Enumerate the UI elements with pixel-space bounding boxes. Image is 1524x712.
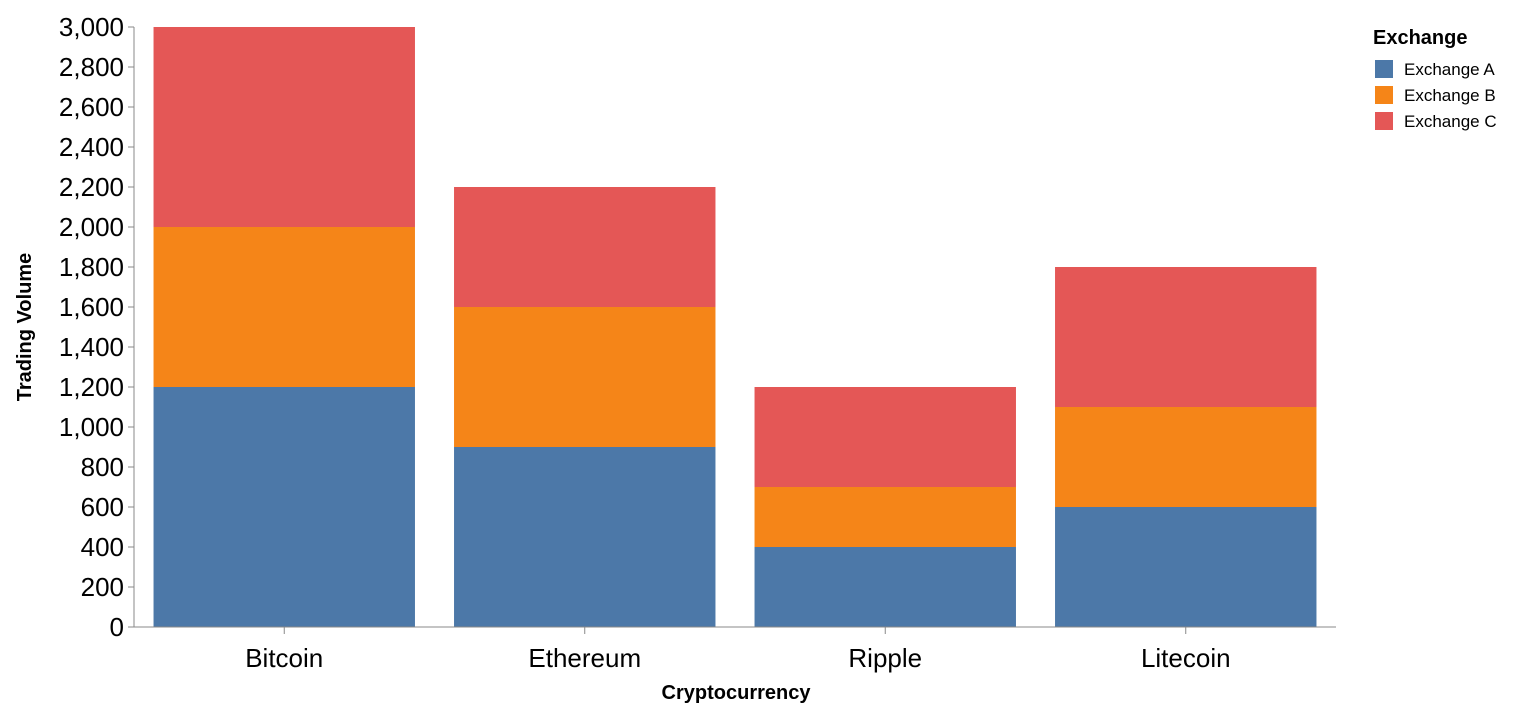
x-axis: Bitcoin Ethereum Ripple Litecoin	[134, 626, 1336, 673]
y-tick-label: 1,800	[59, 252, 124, 282]
y-tick-label: 1,600	[59, 292, 124, 322]
bar-bitcoin-exchange-b	[153, 227, 415, 387]
y-tick-label: 2,200	[59, 172, 124, 202]
legend-swatch-exchange-a	[1375, 60, 1393, 78]
y-tick-label: 2,000	[59, 212, 124, 242]
legend-label-exchange-b: Exchange B	[1404, 86, 1496, 105]
bar-ethereum-exchange-a	[454, 447, 716, 627]
y-tick-label: 3,000	[59, 12, 124, 42]
legend-title: Exchange	[1373, 27, 1467, 49]
y-tick-label: 1,000	[59, 412, 124, 442]
y-tick-label: 400	[81, 532, 124, 562]
bar-ethereum-exchange-c	[454, 187, 716, 307]
bar-bitcoin-exchange-c	[153, 27, 415, 227]
x-tick-label-bitcoin: Bitcoin	[245, 643, 323, 673]
y-axis-title: Trading Volume	[14, 253, 36, 402]
y-tick-label: 2,800	[59, 52, 124, 82]
bar-litecoin-exchange-c	[1055, 267, 1317, 407]
legend: Exchange Exchange A Exchange B Exchange C	[1373, 27, 1497, 131]
y-axis: 0 200 400 600 800 1,000 1,200 1,400 1,600 1,800 2,…	[59, 12, 135, 642]
y-tick-label: 2,600	[59, 92, 124, 122]
legend-label-exchange-c: Exchange C	[1404, 112, 1497, 131]
bar-ripple-exchange-c	[754, 387, 1016, 487]
bar-bitcoin-exchange-a	[153, 387, 415, 627]
bar-ethereum-exchange-b	[454, 307, 716, 447]
bar-litecoin-exchange-b	[1055, 407, 1317, 507]
y-tick-label: 200	[81, 572, 124, 602]
legend-label-exchange-a: Exchange A	[1404, 60, 1495, 79]
y-tick-label: 1,200	[59, 372, 124, 402]
y-tick-label: 2,400	[59, 132, 124, 162]
y-tick-label: 0	[110, 612, 124, 642]
bar-litecoin-exchange-a	[1055, 507, 1317, 627]
y-tick-label: 1,400	[59, 332, 124, 362]
x-tick-label-ripple: Ripple	[848, 643, 922, 673]
legend-swatch-exchange-b	[1375, 86, 1393, 104]
x-axis-title: Cryptocurrency	[662, 682, 812, 704]
legend-swatch-exchange-c	[1375, 112, 1393, 130]
y-tick-label: 800	[81, 452, 124, 482]
bar-ripple-exchange-b	[754, 487, 1016, 547]
bars-layer	[153, 27, 1317, 627]
x-tick-label-litecoin: Litecoin	[1141, 643, 1231, 673]
bar-ripple-exchange-a	[754, 547, 1016, 627]
y-tick-label: 600	[81, 492, 124, 522]
x-tick-label-ethereum: Ethereum	[528, 643, 641, 673]
